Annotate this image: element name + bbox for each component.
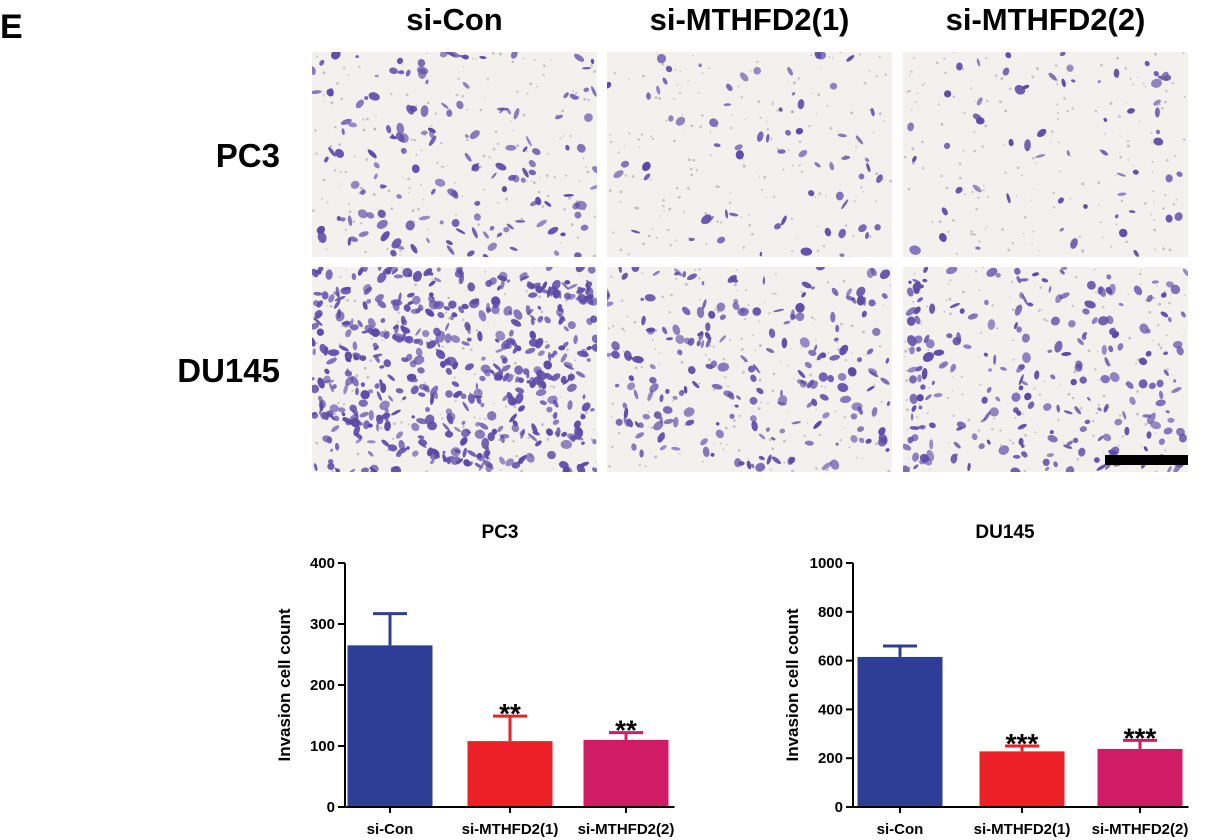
x-tick-label-2: si-MTHFD2(2) [578, 821, 675, 838]
y-axis-label: Invasion cell count [275, 608, 294, 761]
row-label-pc3: PC3 [215, 137, 280, 174]
significance-1: ** [499, 698, 521, 729]
micrograph-pc3-si-mthfd2-1 [607, 52, 892, 257]
micrograph-pc3-si-con [312, 52, 597, 257]
bar-2 [1097, 748, 1183, 807]
column-header-si-con: si-Con [406, 2, 503, 37]
y-tick-label-0: 0 [327, 799, 335, 816]
y-tick-label-3: 600 [818, 653, 843, 670]
y-tick-label-2: 400 [818, 701, 843, 718]
scale-bar [1105, 455, 1188, 465]
y-tick-label-2: 200 [310, 677, 335, 694]
chart-pc3: PC3 Invasion cell count si-Con ** si-MTHFD2(… [275, 522, 675, 838]
x-tick-label-1: si-MTHFD2(1) [974, 821, 1071, 838]
bar-2 [583, 739, 669, 807]
column-header-si-mthfd2-1: si-MTHFD2(1) [649, 2, 850, 37]
y-tick-label-4: 800 [818, 604, 843, 621]
column-header-si-mthfd2-2: si-MTHFD2(2) [945, 2, 1146, 37]
bar-1 [979, 751, 1065, 807]
y-tick-label-0: 0 [835, 799, 843, 816]
y-axis-label: Invasion cell count [783, 608, 802, 761]
row-label-du145: DU145 [177, 352, 280, 389]
y-tick-label-1: 100 [310, 738, 335, 755]
chart-title: DU145 [975, 522, 1035, 543]
micrograph-du145-si-con [312, 267, 597, 472]
chart-du145: DU145 Invasion cell count si-Con *** si-MTHF… [783, 522, 1189, 838]
significance-2: ** [615, 715, 637, 746]
x-tick-label-2: si-MTHFD2(2) [1092, 821, 1189, 838]
bar-0 [347, 645, 433, 807]
y-tick-label-5: 1000 [810, 555, 843, 572]
bar-0 [857, 656, 943, 807]
chart-title: PC3 [482, 522, 519, 543]
panel-letter: E [0, 8, 23, 46]
y-tick-label-1: 200 [818, 750, 843, 767]
micrograph-pc3-si-mthfd2-2 [903, 52, 1188, 257]
bar-1 [467, 741, 553, 807]
y-tick-label-3: 300 [310, 616, 335, 633]
significance-2: *** [1124, 722, 1157, 753]
micrograph-du145-si-mthfd2-1 [607, 267, 892, 472]
x-tick-label-0: si-Con [367, 821, 414, 838]
significance-1: *** [1006, 728, 1039, 759]
x-tick-label-1: si-MTHFD2(1) [462, 821, 559, 838]
x-tick-label-0: si-Con [877, 821, 924, 838]
micrograph-du145-si-mthfd2-2 [903, 267, 1188, 472]
y-tick-label-4: 400 [310, 555, 335, 572]
